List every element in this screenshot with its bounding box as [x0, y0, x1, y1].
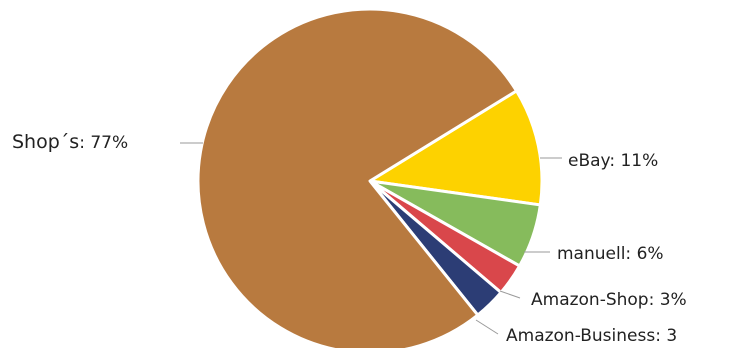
- pie-slice-shop-s: [196, 7, 518, 348]
- slice-label-name-amazon-business: Amazon-Business: 3: [506, 326, 677, 346]
- slice-label-manuell: manuell: 6%: [557, 244, 664, 264]
- slice-label-ebay: eBay: 11%: [568, 151, 658, 171]
- leader-line-amazon-business: [475, 319, 499, 335]
- pie-slice-ebay: [368, 89, 544, 207]
- leader-line-amazon-shop: [499, 290, 521, 299]
- pie-slices: [196, 7, 544, 348]
- slice-label-amazon-shop: Amazon-Shop: 3%: [531, 290, 687, 310]
- slice-label-amazon-business: Amazon-Business: 3: [506, 326, 677, 346]
- slice-label-name-manuell: manuell: 6%: [557, 244, 664, 264]
- slice-label-value-shop-s: : 77%: [79, 133, 128, 153]
- slice-label-name-shop-s: Shop´s: [12, 131, 79, 153]
- slice-label-shop-s: Shop´s: 77%: [12, 131, 128, 153]
- slice-label-name-amazon-shop: Amazon-Shop: 3%: [531, 290, 687, 310]
- slice-label-name-ebay: eBay: 11%: [568, 151, 658, 171]
- slice-labels: Shop´s: 77% eBay: 11% manuell: 6% Amazon-Sh…: [12, 131, 687, 346]
- leader-lines: [180, 142, 562, 335]
